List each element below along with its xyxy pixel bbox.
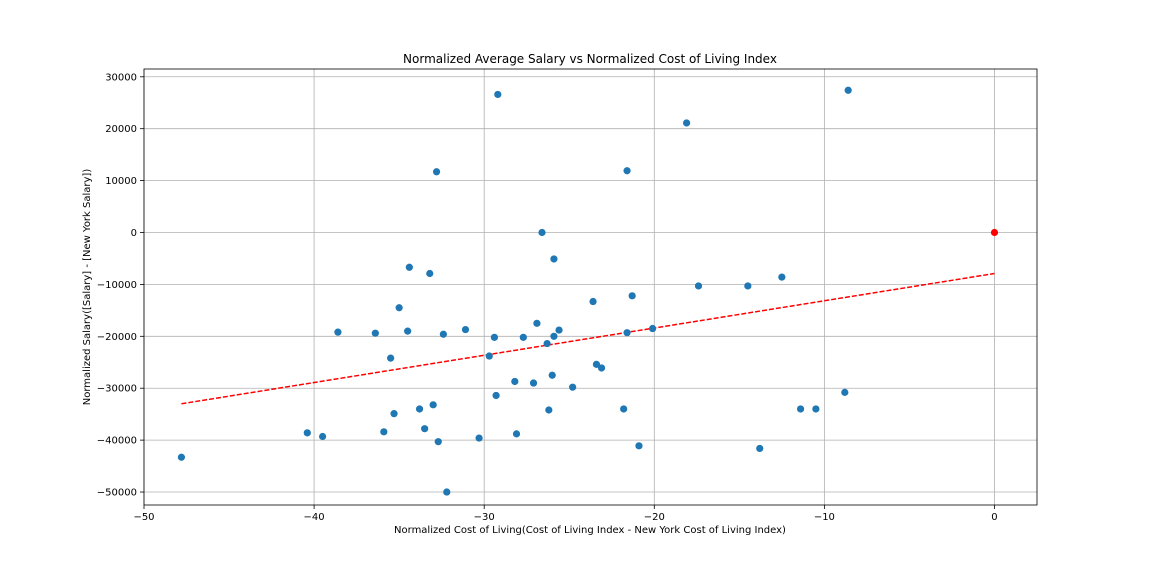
data-point	[434, 438, 442, 446]
data-point	[683, 119, 691, 127]
data-point	[623, 329, 631, 337]
y-tick-label: −10000	[97, 280, 137, 291]
data-point	[648, 324, 657, 333]
data-point	[569, 383, 577, 391]
data-point	[623, 167, 631, 175]
data-point	[550, 255, 558, 263]
data-point	[529, 379, 538, 387]
data-point	[490, 333, 498, 341]
data-point	[390, 410, 398, 418]
data-point	[548, 371, 556, 379]
y-tick-label: 0	[131, 228, 137, 239]
data-point	[405, 263, 413, 271]
y-tick-label: −50000	[97, 488, 137, 499]
chart-title: Normalized Average Salary vs Normalized …	[403, 52, 777, 66]
y-tick-label: −30000	[97, 384, 137, 395]
data-point	[429, 401, 437, 409]
x-tick-label: −10	[814, 512, 835, 523]
x-tick-label: −50	[133, 512, 154, 523]
data-point	[628, 292, 636, 300]
data-point	[589, 297, 597, 306]
trendline-group	[181, 272, 995, 405]
data-point	[620, 405, 628, 413]
data-point	[475, 434, 483, 442]
data-point	[597, 364, 606, 372]
data-point	[545, 406, 553, 414]
x-tick-label: −20	[644, 512, 665, 523]
data-point	[415, 405, 424, 413]
data-point	[395, 304, 403, 312]
x-tick-label: 0	[991, 512, 997, 523]
data-point	[756, 444, 764, 453]
trendline	[181, 272, 995, 405]
data-point	[778, 273, 786, 281]
data-point	[511, 377, 519, 386]
y-axis-ticks: 30000 20000 10000 0 −10000 −20000 −30000 −40000…	[97, 72, 144, 499]
data-point	[485, 352, 493, 360]
y-tick-label: −20000	[97, 332, 137, 343]
data-points	[177, 86, 999, 496]
data-point	[177, 453, 186, 461]
data-point	[494, 90, 502, 99]
y-tick-label: 30000	[105, 72, 137, 83]
data-point	[635, 442, 643, 450]
x-tick-label: −40	[304, 512, 325, 523]
y-axis-label: Normalized Salary([Salary] - [New York S…	[82, 169, 93, 406]
data-point	[550, 332, 558, 340]
grid-lines	[143, 69, 1037, 505]
data-point	[439, 330, 447, 338]
data-point	[841, 388, 849, 396]
data-point	[426, 269, 434, 278]
data-point	[334, 328, 342, 336]
data-point	[812, 405, 820, 413]
data-point	[432, 168, 441, 176]
y-tick-label: 20000	[105, 124, 137, 135]
data-point	[519, 333, 527, 341]
data-point	[387, 354, 395, 362]
data-point	[533, 319, 541, 327]
data-point	[371, 329, 379, 337]
data-point	[796, 405, 805, 413]
data-point	[443, 488, 451, 496]
data-point	[744, 282, 752, 290]
data-point	[844, 86, 852, 94]
data-point	[380, 428, 388, 436]
y-tick-label: 10000	[105, 176, 137, 187]
x-axis-ticks: −50 −40 −30 −20 −10 0	[133, 505, 998, 523]
data-point	[694, 282, 703, 290]
data-point	[538, 228, 546, 237]
data-point	[303, 429, 311, 437]
data-point	[404, 327, 412, 335]
data-point	[319, 432, 327, 441]
data-point	[461, 325, 470, 334]
data-point	[543, 339, 551, 348]
reference-point	[990, 228, 999, 237]
data-point	[421, 425, 429, 433]
data-point	[492, 391, 500, 400]
plot-frame	[143, 68, 1038, 506]
data-point	[555, 326, 563, 334]
y-tick-label: −40000	[97, 436, 137, 447]
x-tick-label: −30	[474, 512, 495, 523]
data-point	[512, 430, 521, 438]
x-axis-label: Normalized Cost of Living(Cost of Living…	[394, 525, 786, 536]
data-point	[592, 360, 601, 368]
